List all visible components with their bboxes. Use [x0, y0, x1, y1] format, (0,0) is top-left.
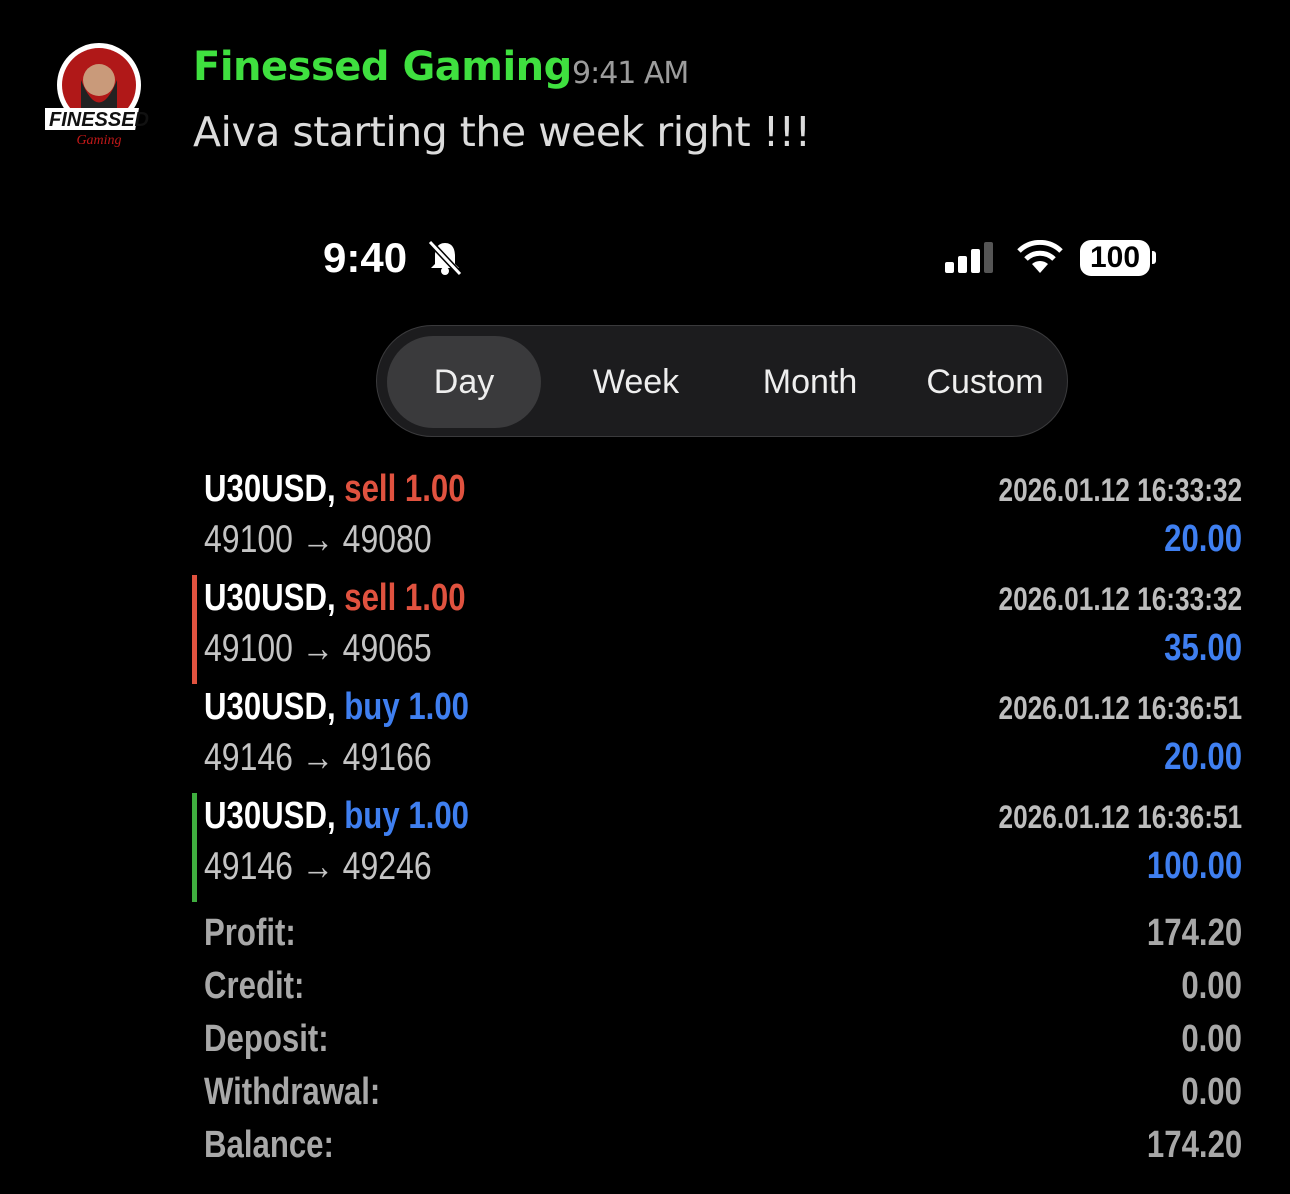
trade-row[interactable]: U30USD, buy 1.00 49146 → 49166 2026.01.1… [192, 684, 1242, 793]
battery-icon: 100 [1080, 240, 1150, 276]
author-name[interactable]: Finessed Gaming [193, 44, 572, 90]
wifi-icon [1016, 239, 1064, 279]
trade-profit: 100.00 [1146, 845, 1242, 887]
trade-profit: 35.00 [1164, 627, 1242, 669]
summary-value: 174.20 [1146, 1124, 1242, 1166]
summary-row: Profit: 174.20 [204, 912, 1242, 965]
trade-prices: 49146 → 49166 [204, 736, 432, 779]
tab-week[interactable]: Week [592, 363, 680, 401]
summary-label: Withdrawal: [204, 1071, 381, 1113]
avatar[interactable]: FINESSED Gaming [31, 40, 153, 150]
svg-text:Gaming: Gaming [76, 133, 121, 148]
trade-profit: 20.00 [1164, 518, 1242, 560]
trade-side: sell 1.00 [344, 468, 466, 510]
trade-symbol: U30USD, [204, 577, 336, 619]
summary-row: Withdrawal: 0.00 [204, 1071, 1242, 1124]
trade-symbol: U30USD, [204, 468, 336, 510]
trade-prices: 49100 → 49065 [204, 627, 432, 670]
summary-label: Credit: [204, 965, 305, 1007]
tab-day[interactable]: Day [387, 336, 541, 428]
summary-value: 0.00 [1181, 965, 1242, 1007]
message-time: 9:41 AM [572, 56, 689, 91]
summary-label: Profit: [204, 912, 296, 954]
trade-symbol: U30USD, [204, 795, 336, 837]
trade-time: 2026.01.12 16:36:51 [998, 799, 1242, 835]
trade-side: sell 1.00 [344, 577, 466, 619]
summary-row: Deposit: 0.00 [204, 1018, 1242, 1071]
summary-row: Balance: 174.20 [204, 1124, 1242, 1177]
message-text: Aiva starting the week right !!! [193, 108, 811, 156]
trade-prices: 49146 → 49246 [204, 845, 432, 888]
trade-time: 2026.01.12 16:36:51 [998, 690, 1242, 726]
trade-time: 2026.01.12 16:33:32 [998, 472, 1242, 508]
trade-time: 2026.01.12 16:33:32 [998, 581, 1242, 617]
battery-tip [1152, 251, 1156, 264]
summary-value: 0.00 [1181, 1018, 1242, 1060]
trade-symbol: U30USD, [204, 686, 336, 728]
summary-value: 0.00 [1181, 1071, 1242, 1113]
status-time: 9:40 [323, 234, 408, 281]
selection-marker [192, 793, 197, 902]
trade-row[interactable]: U30USD, sell 1.00 49100 → 49080 2026.01.… [192, 466, 1242, 575]
selection-marker [192, 575, 197, 684]
bell-slash-icon [426, 239, 464, 281]
trade-row[interactable]: U30USD, buy 1.00 49146 → 49246 2026.01.1… [192, 793, 1242, 902]
trade-prices: 49100 → 49080 [204, 518, 432, 561]
summary-label: Deposit: [204, 1018, 329, 1060]
trade-side: buy 1.00 [344, 686, 469, 728]
tab-custom[interactable]: Custom [926, 363, 1044, 401]
signal-icon [945, 242, 999, 279]
summary-row: Credit: 0.00 [204, 965, 1242, 1018]
trade-side: buy 1.00 [344, 795, 469, 837]
summary-label: Balance: [204, 1124, 334, 1166]
trade-profit: 20.00 [1164, 736, 1242, 778]
svg-text:FINESSED: FINESSED [49, 109, 149, 131]
trade-row[interactable]: U30USD, sell 1.00 49100 → 49065 2026.01.… [192, 575, 1242, 684]
summary-value: 174.20 [1146, 912, 1242, 954]
tab-month[interactable]: Month [762, 363, 858, 401]
period-selector: Day Week Month Custom [376, 325, 1068, 437]
